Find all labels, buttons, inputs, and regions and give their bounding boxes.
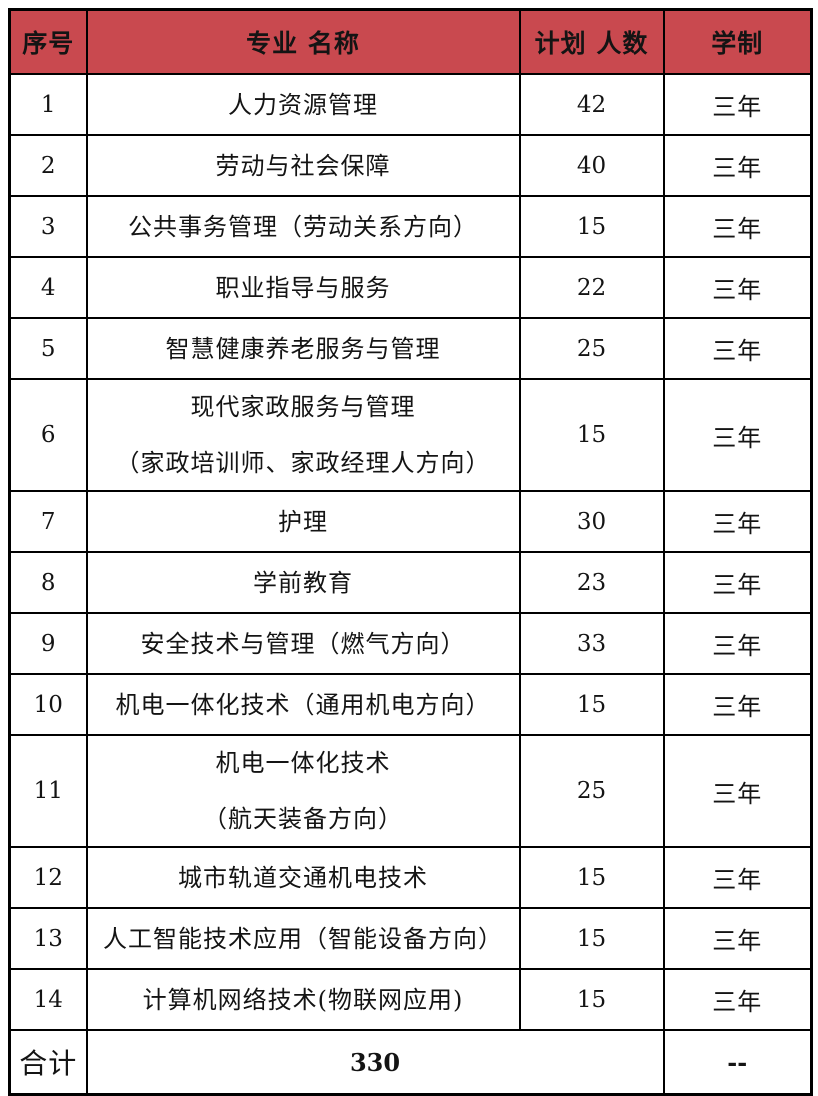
planned-count: 33 — [518, 612, 665, 675]
table-body: 1 人力资源管理 42 三年 2 劳动与社会保障 40 三年 3 — [8, 73, 813, 1096]
row-number: 3 — [8, 195, 88, 258]
major-name-cell: 劳动与社会保障 — [85, 134, 521, 197]
major-name-cell: 人力资源管理 — [85, 73, 521, 136]
table-row: 13 人工智能技术应用（智能设备方向） 15 三年 — [8, 907, 813, 970]
header-row: 序号 专业 名称 计划 人数 学制 — [8, 8, 813, 75]
major-name-line1: 城市轨道交通机电技术 — [178, 863, 428, 892]
header-cell-major: 专业 名称 — [85, 8, 521, 75]
table-row: 11 机电一体化技术 （航天装备方向） 25 三年 — [8, 734, 813, 848]
table-row: 2 劳动与社会保障 40 三年 — [8, 134, 813, 197]
major-name-line1: 安全技术与管理（燃气方向） — [140, 629, 466, 658]
table-row: 7 护理 30 三年 — [8, 490, 813, 553]
table-row: 12 城市轨道交通机电技术 15 三年 — [8, 846, 813, 909]
major-name-cell: 安全技术与管理（燃气方向） — [85, 612, 521, 675]
planned-count: 15 — [518, 968, 665, 1031]
duration: 三年 — [662, 134, 813, 197]
major-name-line1: 现代家政服务与管理 — [190, 393, 416, 421]
major-name-line1: 职业指导与服务 — [215, 273, 391, 302]
enrollment-plan-table: 序号 专业 名称 计划 人数 学制 1 人力资源管理 42 三年 2 劳动与社会… — [8, 8, 813, 1096]
major-name-cell: 公共事务管理（劳动关系方向） — [85, 195, 521, 258]
duration: 三年 — [662, 317, 813, 380]
row-number: 14 — [8, 968, 88, 1031]
planned-count: 42 — [518, 73, 665, 136]
planned-count: 15 — [518, 907, 665, 970]
major-name-line1: 学前教育 — [253, 568, 353, 597]
total-row: 合计 330 -- — [8, 1029, 813, 1096]
major-name-cell: 机电一体化技术 （航天装备方向） — [85, 734, 521, 848]
planned-count: 15 — [518, 846, 665, 909]
duration: 三年 — [662, 551, 813, 614]
major-name-line1: 劳动与社会保障 — [215, 151, 391, 180]
table-row: 4 职业指导与服务 22 三年 — [8, 256, 813, 319]
major-name-line1: 智慧健康养老服务与管理 — [165, 334, 441, 363]
table-row: 9 安全技术与管理（燃气方向） 33 三年 — [8, 612, 813, 675]
row-number: 5 — [8, 317, 88, 380]
major-name-line1: 护理 — [278, 507, 328, 536]
major-name-cell: 职业指导与服务 — [85, 256, 521, 319]
total-label: 合计 — [8, 1029, 88, 1096]
planned-count: 23 — [518, 551, 665, 614]
total-duration-dash: -- — [662, 1029, 813, 1096]
planned-count: 15 — [518, 378, 665, 492]
row-number: 7 — [8, 490, 88, 553]
table-row: 8 学前教育 23 三年 — [8, 551, 813, 614]
major-name-line1: 机电一体化技术 — [215, 749, 391, 777]
row-number: 9 — [8, 612, 88, 675]
row-number: 1 — [8, 73, 88, 136]
major-name-cell: 人工智能技术应用（智能设备方向） — [85, 907, 521, 970]
major-name-cell: 护理 — [85, 490, 521, 553]
major-name-cell: 学前教育 — [85, 551, 521, 614]
table-row: 14 计算机网络技术(物联网应用) 15 三年 — [8, 968, 813, 1031]
row-number: 2 — [8, 134, 88, 197]
major-name-line2: （航天装备方向） — [203, 805, 403, 833]
row-number: 11 — [8, 734, 88, 848]
header-cell-plan: 计划 人数 — [518, 8, 665, 75]
table-row: 1 人力资源管理 42 三年 — [8, 73, 813, 136]
table-row: 3 公共事务管理（劳动关系方向） 15 三年 — [8, 195, 813, 258]
major-name-line1: 人力资源管理 — [228, 90, 378, 119]
planned-count: 30 — [518, 490, 665, 553]
table-row: 10 机电一体化技术（通用机电方向） 15 三年 — [8, 673, 813, 736]
major-name-cell: 计算机网络技术(物联网应用) — [85, 968, 521, 1031]
major-name-cell: 城市轨道交通机电技术 — [85, 846, 521, 909]
major-name-cell: 机电一体化技术（通用机电方向） — [85, 673, 521, 736]
row-number: 12 — [8, 846, 88, 909]
duration: 三年 — [662, 490, 813, 553]
row-number: 10 — [8, 673, 88, 736]
major-name-line1: 机电一体化技术（通用机电方向） — [115, 690, 491, 719]
total-count: 330 — [85, 1029, 665, 1096]
planned-count: 22 — [518, 256, 665, 319]
header-cell-duration: 学制 — [662, 8, 813, 75]
table-row: 6 现代家政服务与管理 （家政培训师、家政经理人方向） 15 三年 — [8, 378, 813, 492]
duration: 三年 — [662, 256, 813, 319]
major-name-line1: 计算机网络技术(物联网应用) — [142, 985, 464, 1014]
table-header: 序号 专业 名称 计划 人数 学制 — [8, 8, 813, 75]
duration: 三年 — [662, 734, 813, 848]
duration: 三年 — [662, 73, 813, 136]
duration: 三年 — [662, 673, 813, 736]
duration: 三年 — [662, 907, 813, 970]
major-name-cell: 智慧健康养老服务与管理 — [85, 317, 521, 380]
enrollment-plan-table-wrap: 序号 专业 名称 计划 人数 学制 1 人力资源管理 42 三年 2 劳动与社会… — [8, 8, 813, 1096]
planned-count: 15 — [518, 673, 665, 736]
duration: 三年 — [662, 378, 813, 492]
row-number: 4 — [8, 256, 88, 319]
duration: 三年 — [662, 195, 813, 258]
duration: 三年 — [662, 968, 813, 1031]
major-name-line2: （家政培训师、家政经理人方向） — [115, 449, 491, 477]
row-number: 8 — [8, 551, 88, 614]
planned-count: 25 — [518, 734, 665, 848]
major-name-line1: 公共事务管理（劳动关系方向） — [128, 212, 478, 241]
planned-count: 25 — [518, 317, 665, 380]
header-cell-seq: 序号 — [8, 8, 88, 75]
planned-count: 40 — [518, 134, 665, 197]
row-number: 13 — [8, 907, 88, 970]
major-name-line1: 人工智能技术应用（智能设备方向） — [103, 924, 503, 953]
row-number: 6 — [8, 378, 88, 492]
major-name-cell: 现代家政服务与管理 （家政培训师、家政经理人方向） — [85, 378, 521, 492]
planned-count: 15 — [518, 195, 665, 258]
duration: 三年 — [662, 612, 813, 675]
duration: 三年 — [662, 846, 813, 909]
table-row: 5 智慧健康养老服务与管理 25 三年 — [8, 317, 813, 380]
